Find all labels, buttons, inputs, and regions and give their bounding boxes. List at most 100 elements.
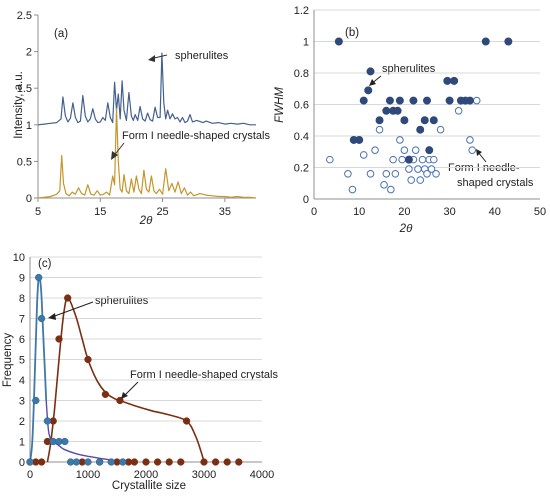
panel-b-point-needle xyxy=(416,176,425,184)
panel-a-ytick-label: 1 xyxy=(26,120,32,132)
panel-b-ytick-label: 1 xyxy=(303,37,309,49)
panel-c-xtick-label: 4000 xyxy=(250,469,274,481)
panel-b-ytick-label: 1.2 xyxy=(294,5,309,17)
panel-b-point-spherulites xyxy=(443,76,452,85)
panel-c-point-needle xyxy=(165,458,173,466)
panel-b-xtick-label: 40 xyxy=(489,206,501,218)
panel-c-point-spherulites xyxy=(26,458,34,466)
panel-b-point-needle xyxy=(400,146,409,154)
panel-c-point-needle xyxy=(200,458,208,466)
panel-c-point-needle xyxy=(142,458,150,466)
panel-b-ytick-label: 0.8 xyxy=(294,68,309,80)
panel-c-point-needle xyxy=(55,335,63,343)
panel-b-point-needle xyxy=(398,155,406,164)
panel-a-series-spherulites xyxy=(37,52,256,126)
panel-c-ylabel: Frequency xyxy=(2,333,14,388)
panel-a-ytick-label: 2.5 xyxy=(17,10,32,22)
panel-c-point-needle xyxy=(101,390,110,399)
panel-b-xtick-label: 50 xyxy=(534,206,546,218)
panel-b-point-spherulites xyxy=(364,86,373,95)
panel-b-point-needle xyxy=(436,125,445,134)
panel-c-arrowhead-needle xyxy=(121,392,128,399)
panel-b-chart: (b) FWHM 2θ spherulites Form I needle- s… xyxy=(274,5,546,235)
panel-b-point-needle xyxy=(418,155,427,164)
panel-b-point-spherulites xyxy=(465,96,474,105)
panel-c-annot-needle: Form I needle-shaped crystals xyxy=(130,369,278,381)
panel-c-point-needle xyxy=(116,396,124,405)
panel-c-ytick-label: 7 xyxy=(19,314,25,326)
panel-b-point-spherulites xyxy=(400,116,409,125)
panel-b-xlabel: 2θ xyxy=(399,223,413,235)
panel-c-ytick-label: 9 xyxy=(19,273,25,285)
panel-b-point-needle xyxy=(427,165,436,173)
panel-c-point-needle xyxy=(153,458,162,466)
panel-b-point-spherulites xyxy=(385,96,394,105)
panel-c-ytick-label: 4 xyxy=(19,375,25,387)
panel-b-point-needle xyxy=(411,146,420,154)
panel-c-arrow-needle xyxy=(123,381,139,397)
panel-b-point-needle xyxy=(389,155,397,164)
panel-c-point-spherulites xyxy=(95,458,104,466)
panel-b-xtick-label: 10 xyxy=(353,206,365,218)
panel-b-point-needle xyxy=(382,170,391,178)
panel-b-ylabel: FWHM xyxy=(274,87,286,123)
panel-c-point-needle xyxy=(182,417,191,425)
panel-b-ytick-label: 0.6 xyxy=(294,100,309,112)
panel-c-point-needle xyxy=(37,458,46,466)
panel-c-ytick-label: 0 xyxy=(19,457,25,469)
panel-b-point-spherulites xyxy=(404,155,413,164)
panel-b-arrowhead-needle xyxy=(476,149,482,156)
panel-b-point-needle xyxy=(454,107,463,115)
panel-c-ytick-label: 2 xyxy=(19,416,25,428)
panel-b-point-needle xyxy=(414,165,422,173)
panel-c-annot-spherulites: spherulites xyxy=(95,295,149,307)
panel-b-ytick-label: 0.2 xyxy=(294,163,309,175)
panel-b-point-needle xyxy=(344,170,352,178)
panel-a-xtick-label: 5 xyxy=(35,206,41,218)
panel-b-point-needle xyxy=(326,155,334,164)
panel-b-xtick-label: 30 xyxy=(443,206,455,218)
panel-c-point-spherulites xyxy=(61,437,69,446)
panel-c-ytick-label: 6 xyxy=(19,334,25,346)
panel-a-xtick-label: 15 xyxy=(94,206,106,218)
panel-b-label: (b) xyxy=(345,27,359,39)
panel-c-point-needle xyxy=(223,458,231,466)
panel-c-point-spherulites xyxy=(107,458,115,466)
panel-c-ytick-label: 1 xyxy=(19,437,25,449)
panel-c-xtick-label: 2000 xyxy=(134,469,158,481)
panel-c-curve-spherulites-tail xyxy=(45,400,129,463)
panel-b-point-spherulites xyxy=(395,96,404,105)
panel-b-point-needle xyxy=(472,96,481,105)
panel-b-point-needle xyxy=(405,165,413,173)
panel-b-point-spherulites xyxy=(425,146,434,155)
panel-c-arrowhead-spherulites xyxy=(48,313,56,320)
panel-b-point-spherulites xyxy=(450,76,459,85)
panel-a-annot-needle: Form I needle-shaped crystals xyxy=(122,130,270,142)
panel-b-point-needle xyxy=(375,125,384,134)
panel-b-point-spherulites xyxy=(334,37,343,46)
panel-c-point-spherulites xyxy=(35,273,43,282)
panel-c-point-needle xyxy=(211,458,220,466)
panel-c-ytick-label: 3 xyxy=(19,396,25,408)
panel-b-point-needle xyxy=(466,136,474,144)
panel-c-point-spherulites xyxy=(84,458,92,466)
panel-b-point-needle xyxy=(366,170,375,178)
panel-c-xtick-label: 0 xyxy=(27,469,33,481)
panel-b-point-needle xyxy=(387,185,395,194)
panel-a-arrowhead-needle xyxy=(111,151,118,160)
panel-c-xtick-label: 1000 xyxy=(76,469,100,481)
panel-c-point-needle xyxy=(64,294,72,302)
panel-b-xtick-label: 0 xyxy=(311,206,317,218)
panel-b-point-needle xyxy=(468,146,477,154)
panel-c-point-spherulites xyxy=(37,314,46,323)
panel-c-point-spherulites xyxy=(72,458,81,466)
panel-a-series-needle xyxy=(37,108,257,199)
panel-b-point-spherulites xyxy=(375,116,384,125)
panel-b-point-spherulites xyxy=(355,135,364,144)
panel-b-point-needle xyxy=(348,185,357,194)
panel-a-ytick-label: 2 xyxy=(26,47,32,59)
panel-b-point-spherulites xyxy=(445,96,454,105)
panel-b-xtick-label: 20 xyxy=(398,206,410,218)
panel-c-point-needle xyxy=(235,458,243,466)
